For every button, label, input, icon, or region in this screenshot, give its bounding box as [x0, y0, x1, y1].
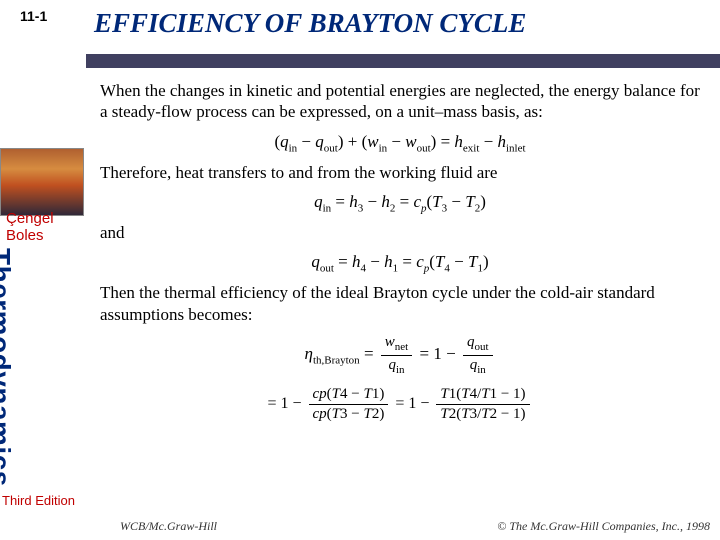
footer-left: WCB/Mc.Graw-Hill: [120, 519, 217, 533]
decorative-image: [0, 148, 84, 216]
author-1: Çengel: [6, 210, 54, 227]
title-bar: EFFICIENCY OF BRAYTON CYCLE: [86, 0, 720, 62]
equation-3: qout = h4 − h1 = cp(T4 − T1): [100, 251, 700, 276]
book-title-vertical: Thermodynamics: [0, 248, 16, 488]
paragraph-1: When the changes in kinetic and potentia…: [100, 80, 700, 123]
equation-5: = 1 − cp(T4 − T1) cp(T3 − T2) = 1 − T1(T…: [100, 385, 700, 424]
footer-right: © The Mc.Graw-Hill Companies, Inc., 1998: [497, 519, 710, 534]
content-area: When the changes in kinetic and potentia…: [100, 80, 700, 424]
page-number: 11-1: [20, 8, 47, 24]
authors: Çengel Boles: [6, 211, 54, 244]
title-underline: [86, 54, 720, 68]
paragraph-3: Then the thermal efficiency of the ideal…: [100, 282, 700, 325]
edition-label: Third Edition: [2, 493, 75, 508]
paragraph-2: Therefore, heat transfers to and from th…: [100, 162, 700, 183]
equation-1: (qin − qout) + (win − wout) = hexit − hi…: [100, 131, 700, 156]
footer: WCB/Mc.Graw-Hill © The Mc.Graw-Hill Comp…: [120, 519, 710, 534]
equation-2: qin = h3 − h2 = cp(T3 − T2): [100, 191, 700, 216]
page-title: EFFICIENCY OF BRAYTON CYCLE: [94, 8, 526, 39]
equation-4: ηth,Brayton = wnetqin = 1 − qoutqin: [100, 333, 700, 378]
and-text: and: [100, 222, 700, 243]
author-2: Boles: [6, 227, 44, 244]
